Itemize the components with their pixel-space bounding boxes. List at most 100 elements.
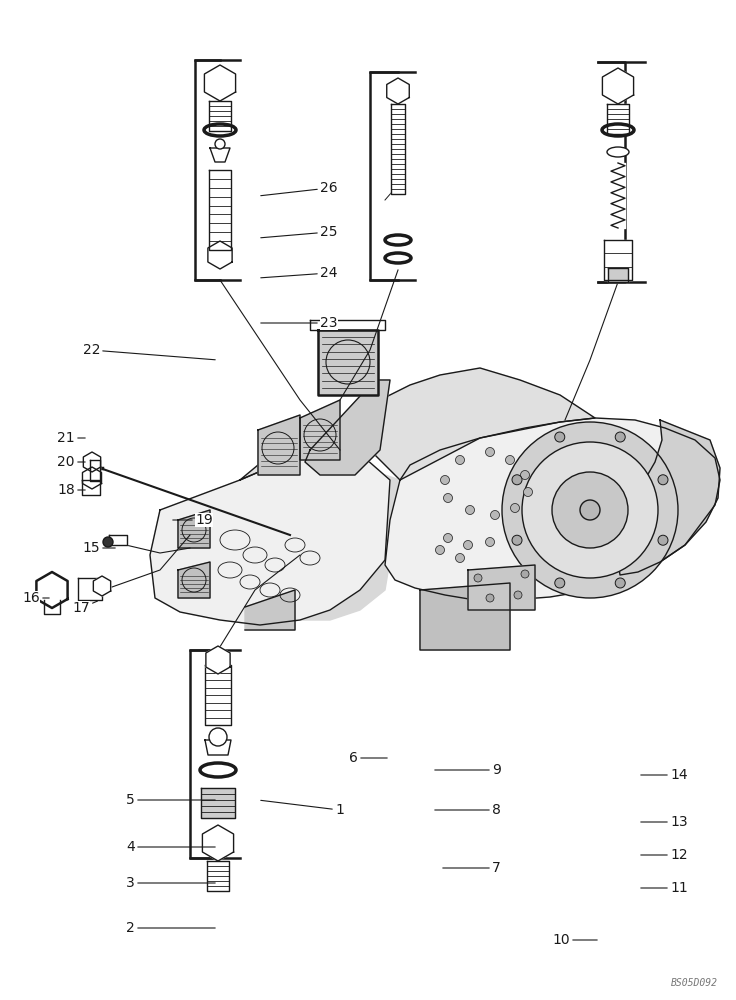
Polygon shape (209, 170, 231, 250)
Text: 17: 17 (72, 601, 97, 615)
Polygon shape (205, 740, 231, 755)
Polygon shape (391, 104, 405, 194)
Text: 6: 6 (349, 751, 387, 765)
Text: 22: 22 (82, 343, 215, 360)
Circle shape (456, 456, 464, 464)
Circle shape (502, 422, 678, 598)
Polygon shape (607, 104, 629, 134)
Circle shape (486, 538, 495, 546)
Text: 14: 14 (641, 768, 687, 782)
Circle shape (512, 535, 522, 545)
Text: 18: 18 (57, 483, 85, 497)
Text: 19: 19 (173, 513, 213, 527)
Polygon shape (44, 600, 60, 614)
Circle shape (521, 570, 529, 578)
Circle shape (658, 475, 668, 485)
Text: 15: 15 (82, 541, 116, 555)
Circle shape (456, 554, 464, 562)
Circle shape (486, 448, 495, 456)
Circle shape (615, 432, 625, 442)
Polygon shape (201, 788, 235, 818)
Text: 5: 5 (127, 793, 215, 807)
Polygon shape (318, 330, 378, 395)
Circle shape (555, 578, 565, 588)
Polygon shape (210, 148, 230, 162)
Polygon shape (604, 240, 632, 280)
Text: 1: 1 (261, 800, 344, 817)
Polygon shape (205, 665, 231, 725)
Text: BS05D092: BS05D092 (671, 978, 718, 988)
Circle shape (444, 534, 453, 542)
Polygon shape (615, 420, 720, 575)
Polygon shape (150, 445, 390, 625)
Circle shape (520, 471, 529, 480)
Text: 24: 24 (261, 266, 338, 280)
Polygon shape (90, 460, 100, 481)
Polygon shape (386, 78, 409, 104)
Circle shape (580, 500, 600, 520)
Circle shape (615, 578, 625, 588)
Circle shape (514, 591, 522, 599)
Text: 26: 26 (261, 181, 338, 196)
Text: 2: 2 (127, 921, 215, 935)
Text: 20: 20 (57, 455, 85, 469)
Polygon shape (150, 418, 720, 625)
Text: 12: 12 (641, 848, 687, 862)
Text: 9: 9 (435, 763, 501, 777)
Circle shape (522, 442, 658, 578)
Polygon shape (93, 576, 110, 596)
Circle shape (441, 476, 450, 485)
Polygon shape (608, 268, 628, 282)
Polygon shape (420, 583, 510, 650)
Polygon shape (208, 241, 232, 269)
Polygon shape (78, 578, 102, 600)
Text: 3: 3 (127, 876, 215, 890)
Circle shape (658, 535, 668, 545)
Polygon shape (240, 368, 595, 480)
Circle shape (555, 432, 565, 442)
Polygon shape (202, 825, 233, 861)
Polygon shape (82, 467, 102, 489)
Text: 4: 4 (127, 840, 215, 854)
Text: 13: 13 (641, 815, 687, 829)
Circle shape (444, 493, 453, 502)
Polygon shape (258, 415, 300, 475)
Polygon shape (178, 562, 210, 598)
Circle shape (490, 510, 500, 520)
Text: 11: 11 (641, 881, 687, 895)
Text: 23: 23 (261, 316, 338, 330)
Circle shape (511, 504, 520, 512)
Text: 7: 7 (443, 861, 500, 875)
Polygon shape (209, 101, 231, 131)
Text: 25: 25 (261, 225, 338, 239)
Circle shape (436, 546, 445, 554)
Circle shape (103, 537, 113, 547)
Circle shape (209, 728, 227, 746)
Polygon shape (36, 572, 68, 608)
Polygon shape (300, 400, 340, 460)
Text: 21: 21 (57, 431, 85, 445)
Circle shape (506, 456, 514, 464)
Circle shape (474, 574, 482, 582)
Circle shape (465, 506, 475, 514)
Polygon shape (305, 380, 390, 475)
Polygon shape (245, 590, 295, 630)
Polygon shape (205, 65, 236, 101)
Polygon shape (206, 646, 230, 674)
Polygon shape (83, 452, 101, 472)
Circle shape (464, 540, 473, 550)
Polygon shape (82, 478, 100, 495)
Polygon shape (207, 861, 229, 891)
Circle shape (512, 475, 522, 485)
Polygon shape (109, 535, 127, 545)
Ellipse shape (607, 147, 629, 157)
Circle shape (486, 594, 494, 602)
Polygon shape (468, 565, 535, 610)
Polygon shape (178, 510, 210, 548)
Text: 16: 16 (22, 591, 49, 605)
Text: 8: 8 (435, 803, 501, 817)
Text: 10: 10 (553, 933, 597, 947)
Polygon shape (602, 68, 634, 104)
Circle shape (215, 139, 225, 149)
Circle shape (552, 472, 628, 548)
